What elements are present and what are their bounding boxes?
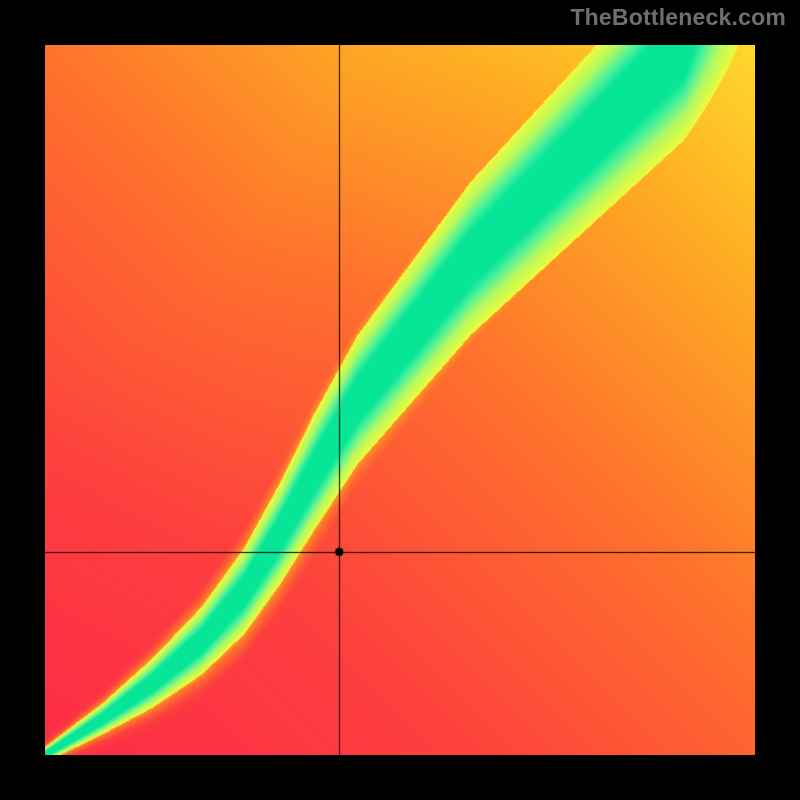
- attribution-label: TheBottleneck.com: [570, 4, 786, 31]
- chart-container: TheBottleneck.com: [0, 0, 800, 800]
- plot-area: [45, 45, 755, 755]
- heatmap-canvas: [45, 45, 755, 755]
